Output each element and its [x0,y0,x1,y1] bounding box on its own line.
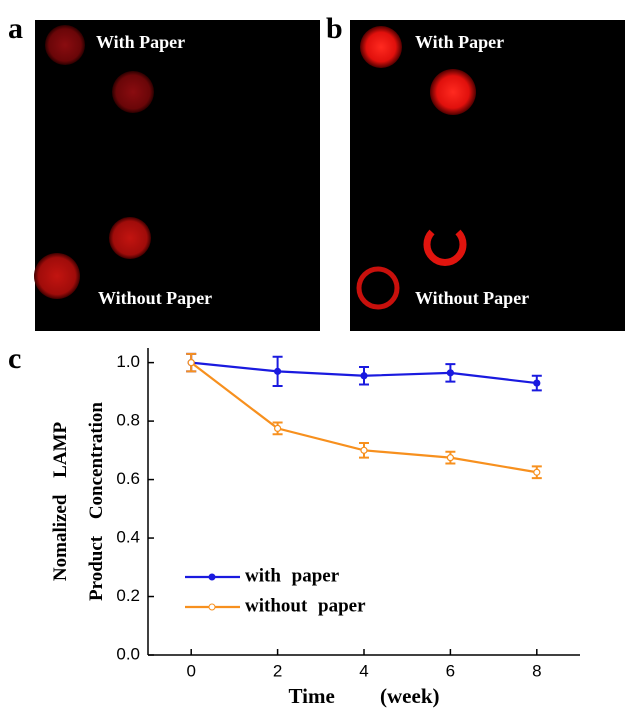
spot [356,266,400,310]
panel-text: Without Paper [98,288,212,308]
spot [34,253,80,299]
x-tick-label: 0 [186,661,195,680]
legend-marker [208,603,216,611]
x-tick-label: 4 [359,661,368,680]
y-tick-label: 0.0 [116,644,140,663]
point [446,454,454,462]
panel-text: With Paper [415,32,504,52]
y-tick-label: 1.0 [116,352,140,371]
legend-label: with paper [245,565,340,586]
point [274,424,282,433]
y-axis-label: Nomalized LAMP [50,422,71,582]
spot [45,25,85,65]
point [533,468,541,476]
spot [430,69,476,115]
panel-text: With Paper [96,32,185,52]
point [360,372,368,380]
spot [360,26,402,68]
spot [112,71,154,113]
x-tick-label: 2 [273,661,282,680]
x-tick-label: 6 [446,661,455,680]
panel-label: b [326,12,343,45]
legend-marker [208,573,216,581]
legend-label: without paper [245,595,366,616]
chart: 0.0 0.2 0.4 0.6 0.8 1.0 0 2 4 6 8 Time (week) Nomali… [50,348,580,708]
image-a [35,20,320,331]
point [446,369,454,377]
image-b [350,20,625,331]
point [533,379,541,387]
x-axis-label: Time (week) [289,684,440,708]
y-axis-label: Product Concentration [86,402,107,601]
y-tick-label: 0.2 [116,586,140,605]
panel-text: Without Paper [415,288,529,308]
spot [109,217,151,259]
panel-label: c [8,342,21,375]
y-tick-label: 0.6 [116,469,140,488]
point [187,359,195,367]
y-tick-label: 0.4 [116,528,140,547]
point [274,367,282,375]
x-tick-label: 8 [532,661,541,680]
y-tick-label: 0.8 [116,411,140,430]
panel-label: a [8,12,23,45]
spot [423,229,467,266]
point [360,446,368,454]
